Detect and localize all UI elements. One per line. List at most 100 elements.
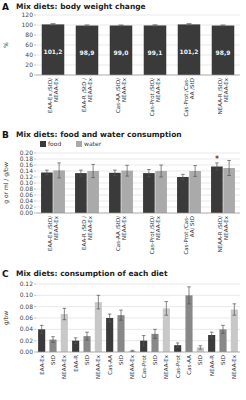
y-axis: 0.000.020.040.060.080.100.120.140.160.18… <box>20 149 240 216</box>
tick-mark <box>34 306 36 307</box>
y-axis: 020406080100120 <box>22 11 240 78</box>
tick-label: Cas-Prot /StD/NEAA-Ex <box>149 77 161 116</box>
tick-label-line: Cas-Prot /StD/ <box>149 78 155 116</box>
bar <box>110 26 133 76</box>
x-axis-line <box>36 213 240 214</box>
tick-mark <box>34 207 36 208</box>
tick-mark <box>34 153 36 154</box>
tick-label: Cas-AA /StD/NEAA-Ex <box>115 215 127 251</box>
tick-label: 0.06 <box>20 191 34 198</box>
grid-line <box>36 171 240 172</box>
bar <box>121 171 133 213</box>
tick-label: 0 <box>29 71 33 78</box>
tick-mark <box>34 35 36 36</box>
tick-mark <box>34 15 36 16</box>
data-label: 101,2 <box>44 48 63 55</box>
tick-mark <box>34 171 36 172</box>
tick-label-line: NEAA-R /StD/ <box>217 78 223 114</box>
tick-label-line: NEAA-Ex <box>87 215 93 240</box>
tick-mark <box>34 189 36 190</box>
tick-mark <box>34 201 36 202</box>
tick-mark <box>34 25 36 26</box>
tick-label: NEAA-Ex <box>61 354 67 379</box>
tick-label: 0.00 <box>20 209 34 216</box>
tick-label: 0.02 <box>20 203 34 210</box>
tick-label-line: Cas-Prot /Cas- <box>183 78 189 117</box>
tick-mark <box>34 352 36 353</box>
tick-label-line: EAA-Ex /StD/ <box>47 216 53 251</box>
tick-label: 80 <box>25 31 33 38</box>
panel-letter: B <box>2 130 9 140</box>
bar <box>95 302 102 352</box>
tick-label: EAA-R /StD /NEAA-Ex <box>81 77 93 112</box>
grid-line <box>36 75 240 76</box>
tick-label-line: NEAA-Ex <box>95 354 101 379</box>
tick-label: 0.06 <box>20 314 34 321</box>
grid-line <box>36 183 240 184</box>
tick-label-line: Cas-Prot /Cas- <box>183 216 189 255</box>
tick-mark <box>34 65 36 66</box>
error-bar <box>147 170 151 177</box>
title: Mix diets: consumption of each diet <box>16 269 168 278</box>
panel: Mix diets: consumption of each dietg/bw0… <box>2 269 240 379</box>
x-axis-line <box>36 75 240 76</box>
tick-label-line: Cas-Prot <box>141 354 147 378</box>
tick-label: EAA-Ex /StD/NEAA-Ex <box>47 215 59 251</box>
bar <box>178 24 201 75</box>
error-bar <box>40 325 44 333</box>
tick-label-line: StD <box>118 355 124 365</box>
tick-label-line: Cas-Prot /StD/ <box>149 216 155 254</box>
tick-label-line: AA/ StD <box>189 216 195 237</box>
bar <box>76 26 99 75</box>
error-bar <box>210 332 214 338</box>
chart: Mix diets: body weight change%0204060801… <box>0 0 246 400</box>
legend-label: water <box>84 140 102 147</box>
marks <box>42 24 235 75</box>
tick-mark <box>34 177 36 178</box>
bar <box>177 177 189 213</box>
tick-label: 0.10 <box>20 179 34 186</box>
tick-label-line: StD <box>197 355 203 365</box>
tick-label: NEAA-R /StD/NEAA-Ex <box>217 77 229 114</box>
y-axis-label: g or ml / g/bw <box>2 162 10 204</box>
error-bar <box>97 295 101 309</box>
error-bar <box>85 332 89 340</box>
tick-label: 20 <box>25 61 33 68</box>
tick-label-line: Cas-AA /StD/ <box>115 78 121 113</box>
tick-mark <box>34 183 36 184</box>
error-bar <box>119 310 123 320</box>
tick-label-line: NEAA-Ex <box>87 77 93 102</box>
tick-label-line: EAA-R /StD / <box>81 78 87 112</box>
marks <box>41 161 235 214</box>
tick-mark <box>34 318 36 319</box>
tick-label-line: StD <box>84 355 90 365</box>
x-axis-line <box>36 352 240 353</box>
tick-label: Cas-Prot <box>141 354 147 378</box>
legend-swatch <box>40 141 46 147</box>
tick-label: 0.20 <box>20 149 34 156</box>
tick-label-line: AA /StD <box>189 78 195 99</box>
error-bar <box>199 346 203 349</box>
tick-label: NEAA-R /StD/NEAA-Ex <box>217 215 229 252</box>
tick-label: Cas-AA /StD/NEAA-Ex <box>115 77 127 113</box>
tick-label: 0.08 <box>20 303 34 310</box>
grid-line <box>36 159 240 160</box>
error-bar <box>119 25 124 26</box>
legend: foodwater <box>40 140 102 147</box>
x-axis: EAA-ExStDNEAA-ExEAA-RStDNEAA-ExCas-AAStD… <box>39 354 238 379</box>
tick-label-line: StD <box>220 355 226 365</box>
error-bar <box>159 165 163 177</box>
grid-line <box>36 189 240 190</box>
tick-label: Cas-Prot /Cas-AA /StD <box>183 78 195 117</box>
tick-label: 0.14 <box>20 167 34 174</box>
bar <box>211 167 223 214</box>
tick-label: Cas-Prot /StD/NEAA-Ex <box>149 215 161 254</box>
tick-label: StD <box>84 355 90 365</box>
error-bar <box>79 170 83 176</box>
error-bar <box>125 165 129 176</box>
x-axis: EAA-Ex /StD/NEAA-ExEAA-R /StD /NEAA-ExCa… <box>47 77 229 116</box>
tick-label-line: Cas-AA <box>107 355 113 375</box>
tick-label-line: NEAA-Ex <box>155 215 161 240</box>
error-bar <box>45 170 49 175</box>
tick-mark <box>34 329 36 330</box>
